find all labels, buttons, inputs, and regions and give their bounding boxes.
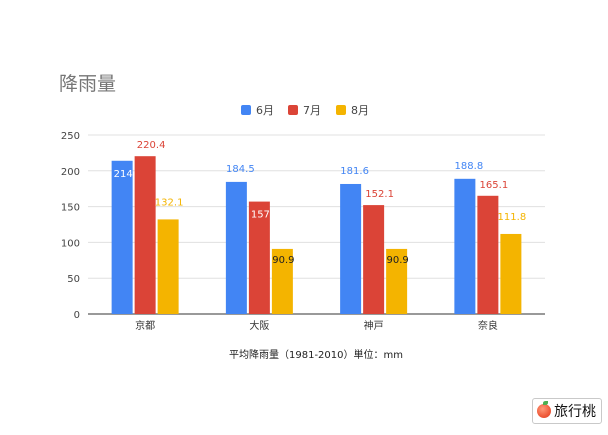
watermark-text: 旅行桃: [554, 404, 596, 420]
legend: 6月 7月 8月: [241, 104, 369, 117]
y-tick-label: 100: [61, 238, 80, 249]
data-label: 152.1: [365, 189, 394, 200]
bar: [248, 201, 270, 314]
peach-icon: [537, 401, 551, 418]
bar: [340, 183, 362, 314]
x-tick-label: 奈良: [478, 319, 498, 332]
x-axis: 京都 大阪 神戸 奈良: [135, 319, 498, 332]
legend-swatch: [288, 105, 298, 115]
data-label: 214: [114, 169, 133, 180]
data-label: 111.8: [498, 212, 527, 223]
data-label: 90.9: [386, 255, 408, 266]
bar: [500, 233, 522, 314]
bar: [225, 181, 247, 314]
watermark-logo: 旅行桃: [532, 398, 602, 424]
y-tick-label: 150: [61, 203, 80, 214]
legend-swatch: [241, 105, 251, 115]
bar: [157, 219, 179, 314]
data-label: 188.8: [455, 161, 484, 172]
bar: [271, 248, 293, 314]
legend-label: 8月: [351, 104, 369, 117]
data-labels: 214 220.4 132.1 184.5 157 90.9 181.6 152.1 90.9 1…: [114, 140, 527, 266]
data-label: 157: [251, 210, 270, 221]
legend-label: 6月: [256, 104, 274, 117]
y-axis: 0 50 100 150 200 250: [61, 131, 80, 321]
data-label: 165.1: [480, 180, 509, 191]
chart-title: 降雨量: [59, 73, 116, 95]
x-tick-label: 京都: [135, 319, 155, 332]
legend-label: 7月: [303, 104, 321, 117]
data-label: 90.9: [272, 255, 294, 266]
bar: [454, 178, 476, 314]
y-tick-label: 0: [74, 310, 80, 321]
bars: [111, 156, 522, 314]
legend-swatch: [336, 105, 346, 115]
data-label: 181.6: [340, 166, 369, 177]
bar: [386, 248, 408, 314]
x-tick-label: 大阪: [249, 319, 269, 332]
bar: [477, 195, 499, 314]
bar: [111, 160, 133, 314]
y-tick-label: 250: [61, 131, 80, 142]
bar: [134, 156, 156, 314]
bar: [363, 205, 385, 314]
data-label: 132.1: [155, 197, 184, 208]
x-axis-title: 平均降雨量（1981-2010）単位：mm: [229, 348, 403, 361]
y-tick-label: 50: [67, 274, 80, 285]
x-tick-label: 神戸: [364, 319, 384, 332]
data-label: 220.4: [137, 140, 166, 151]
data-label: 184.5: [226, 164, 255, 175]
y-tick-label: 200: [61, 167, 80, 178]
